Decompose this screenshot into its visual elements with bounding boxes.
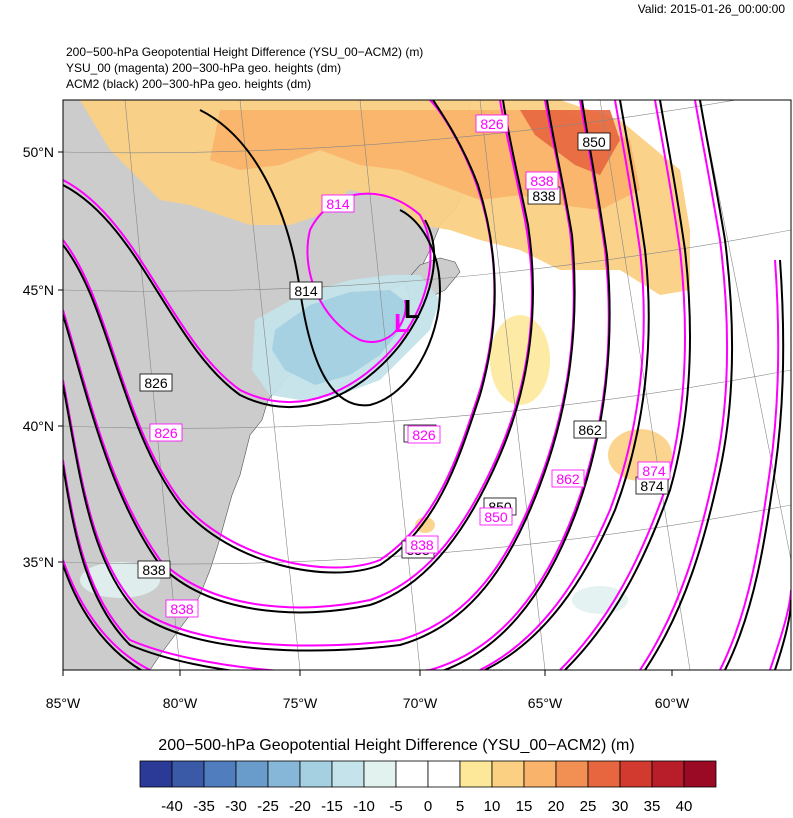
- plot-frame: [62, 99, 792, 671]
- contour-label-box: [577, 132, 611, 151]
- colorbar-box: [363, 760, 397, 788]
- contour-label-box: [165, 599, 199, 618]
- ysu-contour-labels: 826 838 814 826 826 862 874 850 838 838: [149, 114, 671, 618]
- colorbar-tick-label: -30: [225, 798, 247, 815]
- lon-label: 80°W: [163, 695, 198, 711]
- contour-label-box: [405, 535, 439, 554]
- contour-label-acm2: 838: [532, 188, 556, 204]
- contour-label-box: [149, 423, 183, 442]
- colorbar-tick-label: -40: [161, 798, 183, 815]
- lat-label: 40°N: [23, 418, 54, 434]
- lon-label: 70°W: [403, 695, 438, 711]
- colorbar-tick-label: 35: [644, 798, 661, 815]
- colorbar-box: [555, 760, 589, 788]
- colorbar-box: [523, 760, 557, 788]
- contour-label-acm2: 874: [640, 478, 664, 494]
- lat-label: 35°N: [23, 554, 54, 570]
- contour-label-box: [525, 171, 559, 190]
- header-title-line2: YSU_00 (magenta) 200−300-hPa geo. height…: [66, 61, 342, 75]
- contour-label-box: [407, 425, 441, 444]
- colorbar-box: [651, 760, 685, 788]
- colorbar-box: [619, 760, 653, 788]
- colorbar-tick-label: -15: [321, 798, 343, 815]
- colorbar-box: [267, 760, 301, 788]
- colorbar-tick-label: -25: [257, 798, 279, 815]
- colorbar-box: [587, 760, 621, 788]
- lon-label: 65°W: [528, 695, 563, 711]
- contour-label-ysu: 814: [326, 196, 350, 212]
- colorbar-tick-label: 5: [456, 798, 464, 815]
- colorbar-box: [203, 760, 237, 788]
- lon-label: 75°W: [283, 695, 318, 711]
- map-area: 850 838 814 826 826 862 874 850 838 838 …: [63, 100, 791, 670]
- contour-label-box: [139, 373, 173, 392]
- colorbar-box: [139, 760, 173, 788]
- colorbar-tick-label: -5: [389, 798, 402, 815]
- colorbar-box: [299, 760, 333, 788]
- contour-label-box: [475, 114, 509, 133]
- header-title-line1: 200−500-hPa Geopotential Height Differen…: [66, 45, 424, 59]
- lon-label: 85°W: [46, 695, 81, 711]
- colorbar-box: [235, 760, 269, 788]
- colorbar-tick-label: 20: [548, 798, 565, 815]
- contour-label-box: [479, 507, 513, 526]
- contour-label-acm2: 850: [582, 134, 606, 150]
- header-title-line3: ACM2 (black) 200−300-hPa geo. heights (d…: [66, 77, 312, 91]
- valid-time: Valid: 2015-01-26_00:00:00: [637, 2, 785, 16]
- lon-axis: [62, 670, 673, 676]
- colorbar-box: [331, 760, 365, 788]
- contour-label-ysu: 838: [410, 537, 434, 553]
- colorbar: [139, 760, 717, 788]
- contour-label-acm2: 862: [578, 422, 602, 438]
- colorbar-tick-label: 10: [484, 798, 501, 815]
- colorbar-box: [683, 760, 717, 788]
- colorbar-box: [395, 760, 429, 788]
- colorbar-tick-label: 40: [676, 798, 693, 815]
- colorbar-box: [491, 760, 525, 788]
- negative-patch: [572, 586, 628, 614]
- lat-axis: [58, 151, 63, 563]
- positive-diff-max: [520, 110, 620, 175]
- contour-label-ysu: 850: [484, 509, 508, 525]
- low-center-acm2: L: [404, 294, 420, 324]
- colorbar-tick-label: 30: [612, 798, 629, 815]
- contour-label-box: [321, 194, 355, 213]
- contour-label-box: [289, 281, 323, 300]
- contour-label-ysu: 838: [530, 173, 554, 189]
- contour-label-box: [637, 461, 671, 480]
- acm2-contours: [63, 100, 791, 670]
- lat-label: 45°N: [23, 282, 54, 298]
- positive-patch: [490, 315, 550, 405]
- contour-label-ysu: 826: [412, 427, 436, 443]
- contour-label-box: [137, 560, 171, 579]
- contour-label-acm2: 826: [144, 375, 168, 391]
- contour-label-box: [551, 469, 585, 488]
- colorbar-tick-label: -20: [289, 798, 311, 815]
- colorbar-tick-label: 25: [580, 798, 597, 815]
- contour-label-ysu: 862: [556, 471, 580, 487]
- contour-label-ysu: 826: [154, 425, 178, 441]
- colorbar-box: [459, 760, 493, 788]
- colorbar-box: [171, 760, 205, 788]
- negative-diff-core: [272, 290, 410, 385]
- colorbar-ticks: -40 -35 -30 -25 -20 -15 -10 -5 0 5 10 15 20 25 30 35 40: [161, 798, 692, 815]
- colorbar-tick-label: 15: [516, 798, 533, 815]
- contour-label-ysu: 838: [170, 601, 194, 617]
- contour-label-ysu: 874: [642, 463, 666, 479]
- colorbar-title: 200−500-hPa Geopotential Height Differen…: [158, 737, 635, 754]
- colorbar-tick-label: -35: [193, 798, 215, 815]
- contour-label-ysu: 826: [480, 116, 504, 132]
- colorbar-box: [427, 760, 461, 788]
- contour-label-acm2: 838: [142, 562, 166, 578]
- colorbar-tick-label: -10: [353, 798, 375, 815]
- lat-label: 50°N: [23, 144, 54, 160]
- low-center-ysu: L: [394, 308, 410, 338]
- colorbar-tick-label: 0: [424, 798, 432, 815]
- contour-label-box: [573, 420, 607, 439]
- contour-label-acm2: 814: [294, 283, 318, 299]
- lon-label: 60°W: [655, 695, 690, 711]
